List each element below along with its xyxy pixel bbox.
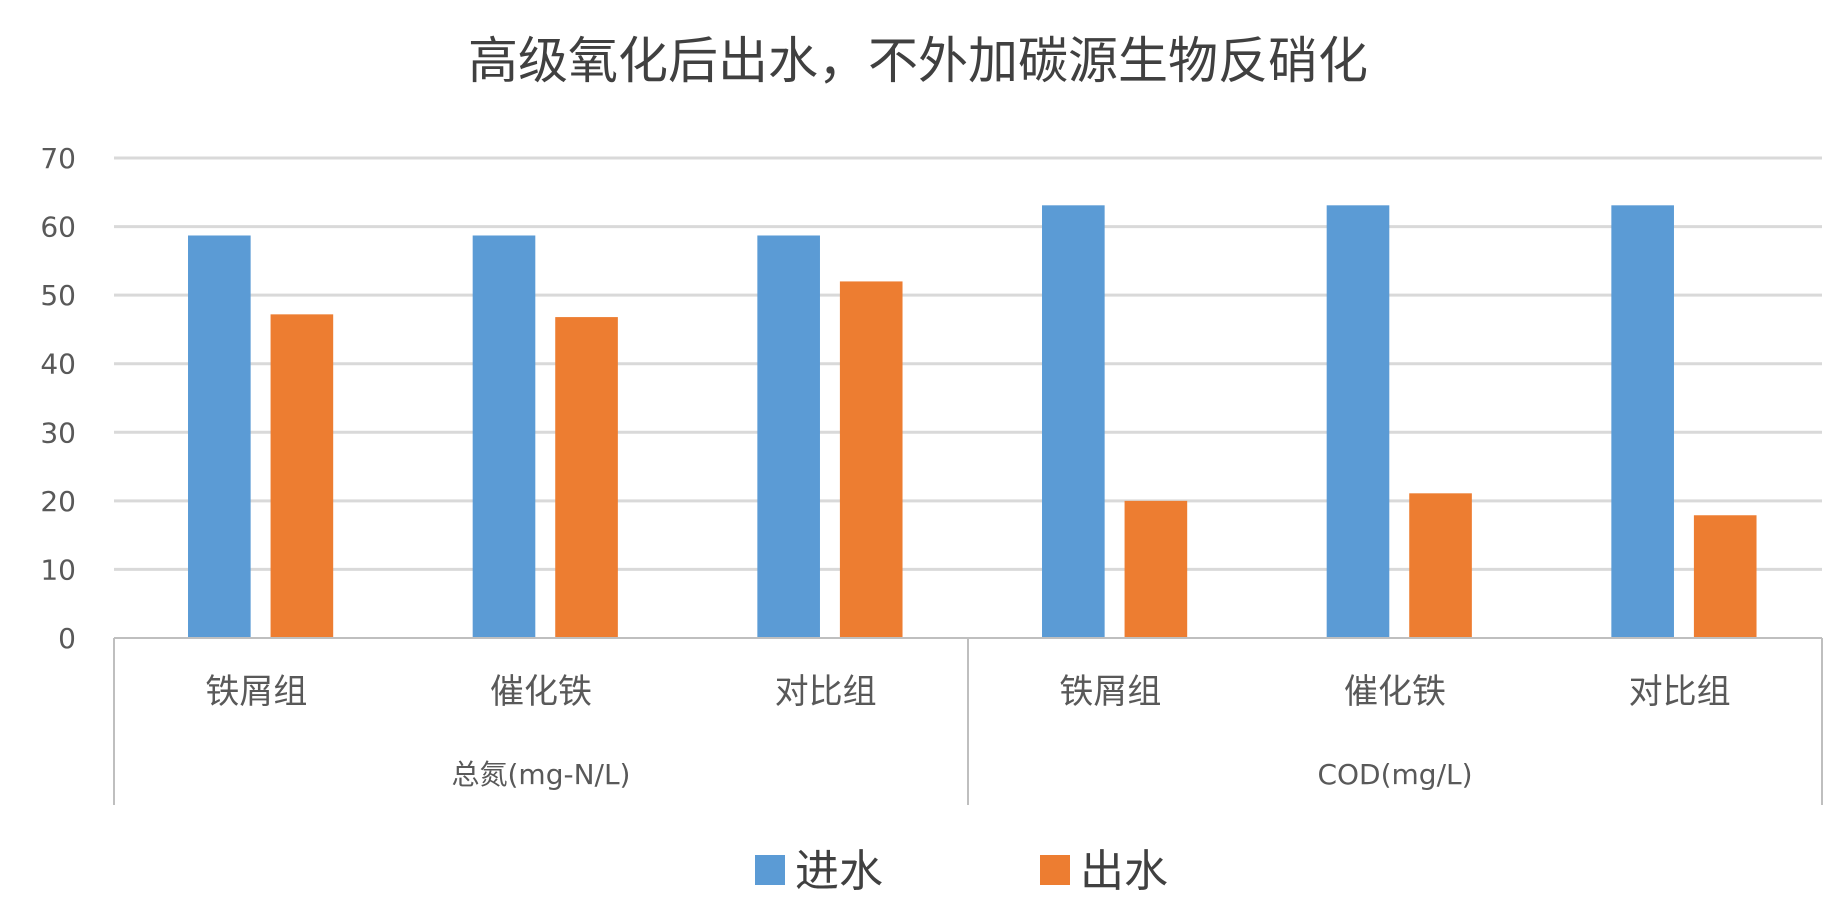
bar-outflow	[555, 317, 618, 638]
y-tick-label: 10	[40, 553, 76, 586]
chart-title: 高级氧化后出水，不外加碳源生物反硝化	[468, 32, 1368, 90]
x-tick-label: 对比组	[1629, 672, 1731, 712]
x-tick-label: 催化铁	[490, 672, 592, 712]
bar-inflow	[188, 235, 251, 638]
legend-label: 出水	[1080, 846, 1168, 897]
x-tick-label: 铁屑组	[1059, 672, 1161, 712]
y-tick-label: 70	[40, 142, 76, 175]
x-tick-label: 对比组	[775, 672, 877, 712]
legend-swatch	[1040, 855, 1070, 885]
gridlines	[114, 156, 1822, 571]
bar-outflow	[270, 314, 334, 638]
y-tick-label: 60	[40, 211, 76, 244]
y-tick-label: 20	[40, 485, 76, 518]
bar-inflow	[1042, 205, 1105, 639]
legend-label: 进水	[795, 846, 883, 897]
bars	[188, 205, 1757, 639]
bar-outflow	[1409, 493, 1472, 638]
bar-inflow	[1611, 205, 1674, 639]
y-tick-label: 0	[58, 622, 76, 655]
x-tick-label: 催化铁	[1344, 672, 1446, 712]
bar-outflow	[1693, 515, 1757, 638]
legend-swatch	[755, 855, 785, 885]
y-tick-label: 30	[40, 416, 76, 449]
group-label: 总氮(mg-N/L)	[452, 758, 631, 791]
bar-inflow	[757, 235, 820, 638]
bar-inflow	[1326, 205, 1390, 639]
legend: 进水 出水	[755, 846, 1168, 897]
x-tick-label: 铁屑组	[205, 672, 307, 712]
bar-inflow	[472, 235, 536, 638]
bar-outflow	[1124, 500, 1188, 638]
y-axis-ticks: 0 10 20 30 40 50 60 70	[40, 142, 76, 655]
y-tick-label: 50	[40, 279, 76, 312]
group-label: COD(mg/L)	[1317, 758, 1472, 791]
y-tick-label: 40	[40, 348, 76, 381]
bar-outflow	[839, 281, 903, 638]
